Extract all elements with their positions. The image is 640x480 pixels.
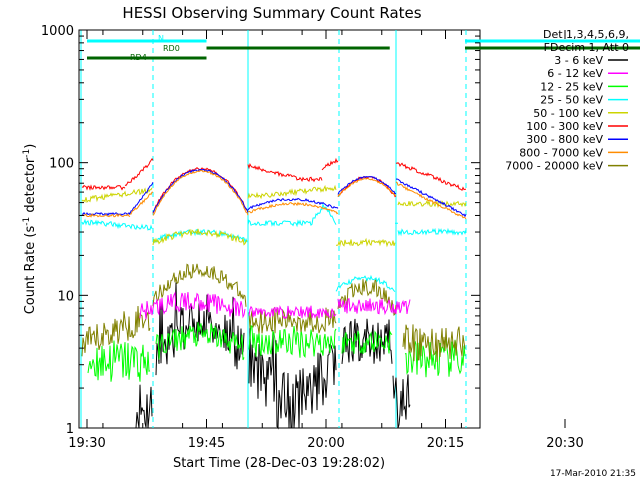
y-axis: 1 10 100 1000 xyxy=(41,24,480,437)
flag-label: N xyxy=(158,34,164,43)
y-tick-label: 1 xyxy=(66,422,74,437)
legend-label: 800 - 7000 keV xyxy=(519,146,603,159)
x-tick-label: 20:00 xyxy=(307,436,344,451)
legend-header-line: Det 1,3,4,5,6,9, xyxy=(543,28,629,41)
legend-label: 100 - 300 keV xyxy=(526,120,603,133)
series-800-7000-kev xyxy=(81,170,467,220)
y-axis-label: Count Rate (s-1 detector-1) xyxy=(22,144,38,315)
legend-header-line: FDecim 1, Att 0 xyxy=(544,41,629,54)
x-tick-label: 20:30 xyxy=(546,436,583,451)
flag-label: RD0 xyxy=(163,44,180,53)
series-7000-20000-kev xyxy=(81,263,466,362)
x-axis-label: Start Time (28-Dec-03 19:28:02) xyxy=(173,456,385,471)
series-layer xyxy=(80,30,467,430)
series-25-50-kev xyxy=(81,202,467,292)
series-50-100-kev xyxy=(81,184,467,248)
series-6-12-kev xyxy=(139,291,411,320)
chart-title: HESSI Observing Summary Count Rates xyxy=(122,4,421,22)
flag-label: RD4 xyxy=(130,53,147,62)
legend-label: 3 - 6 keV xyxy=(554,54,603,67)
series-3-6-kev xyxy=(135,282,411,430)
legend-label: 6 - 12 keV xyxy=(547,67,603,80)
plot-frame xyxy=(78,29,481,429)
y-tick-label: 10 xyxy=(57,289,74,304)
y-tick-label: 100 xyxy=(49,157,74,172)
timestamp: 17-Mar-2010 21:35 xyxy=(550,469,636,479)
legend-label: 12 - 25 keV xyxy=(540,80,603,93)
legend-label: 25 - 50 keV xyxy=(540,94,603,107)
y-tick-label: 1000 xyxy=(41,24,74,39)
x-tick-label: 19:30 xyxy=(68,436,105,451)
legend-label: 50 - 100 keV xyxy=(533,107,603,120)
legend-label: 7000 - 20000 keV xyxy=(505,160,603,173)
x-tick-label: 19:45 xyxy=(188,436,225,451)
x-tick-label: 20:15 xyxy=(427,436,464,451)
series-12-25-kev xyxy=(87,322,466,382)
legend-label: 300 - 800 keV xyxy=(526,133,603,146)
legend: Det 1,3,4,5,6,9, FDecim 1, Att 0 3 - 6 k… xyxy=(505,28,629,173)
